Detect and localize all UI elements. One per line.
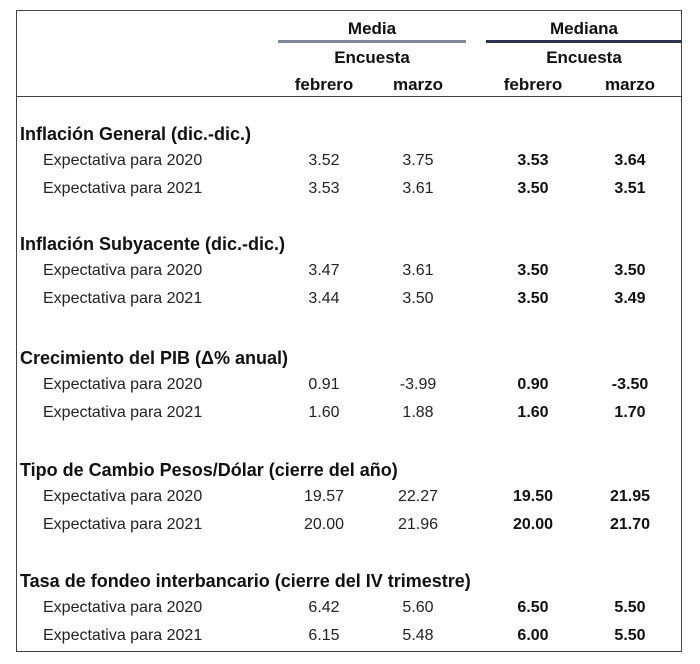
row-label: Expectativa para 2020 (43, 488, 203, 505)
mediana-value-cell: 3.50 (517, 262, 549, 279)
table-frame (16, 10, 682, 652)
media-value-cell: 3.50 (402, 290, 434, 307)
media-value-cell: 5.60 (402, 599, 434, 616)
media-value-cell: 3.53 (308, 180, 340, 197)
mediana-value-cell: 19.50 (512, 488, 554, 505)
media-value-cell: 5.48 (402, 627, 434, 644)
media-value-cell: 3.47 (308, 262, 340, 279)
column-header: febrero (294, 75, 354, 94)
mediana-value-cell: 3.64 (614, 152, 646, 169)
mediana-value-cell: 3.53 (517, 152, 549, 169)
media-value-cell: 3.44 (308, 290, 340, 307)
media-value-cell: 1.88 (402, 404, 434, 421)
mediana-value-cell: -3.50 (611, 376, 649, 393)
row-label: Expectativa para 2020 (43, 152, 203, 169)
media-value-cell: 19.57 (303, 488, 345, 505)
media-header: Media (347, 19, 397, 38)
mediana-value-cell: 20.00 (512, 516, 554, 533)
row-label: Expectativa para 2021 (43, 290, 203, 307)
media-value-cell: 6.15 (308, 627, 340, 644)
column-header: marzo (392, 75, 444, 94)
row-label: Expectativa para 2021 (43, 516, 203, 533)
mediana-value-cell: 3.50 (614, 262, 646, 279)
mediana-value-cell: 3.49 (614, 290, 646, 307)
media-value-cell: 3.61 (402, 262, 434, 279)
media-value-cell: 0.91 (308, 376, 340, 393)
column-header: marzo (604, 75, 656, 94)
header-separator (16, 96, 682, 97)
mediana-value-cell: 5.50 (614, 627, 646, 644)
mediana-value-cell: 3.50 (517, 180, 549, 197)
row-label: Expectativa para 2020 (43, 376, 203, 393)
media-value-cell: 20.00 (303, 516, 345, 533)
media-value-cell: 1.60 (308, 404, 340, 421)
row-label: Expectativa para 2021 (43, 627, 203, 644)
mediana-value-cell: 3.50 (517, 290, 549, 307)
media-value-cell: -3.99 (399, 376, 437, 393)
section-title: Inflación General (dic.-dic.) (20, 124, 252, 144)
row-label: Expectativa para 2020 (43, 599, 203, 616)
mediana-value-cell: 5.50 (614, 599, 646, 616)
mediana-header: Mediana (549, 19, 619, 38)
section-title: Crecimiento del PIB (Δ% anual) (20, 348, 288, 368)
mediana-value-cell: 3.51 (614, 180, 646, 197)
mediana-value-cell: 1.60 (517, 404, 549, 421)
mediana-value-cell: 1.70 (614, 404, 646, 421)
mediana-value-cell: 0.90 (517, 376, 549, 393)
mediana-subheader: Encuesta (546, 48, 622, 67)
media-value-cell: 21.96 (397, 516, 439, 533)
media-value-cell: 22.27 (397, 488, 439, 505)
section-title: Inflación Subyacente (dic.-dic.) (20, 234, 286, 254)
section-title: Tasa de fondeo interbancario (cierre del… (20, 571, 471, 591)
media-value-cell: 3.75 (402, 152, 434, 169)
row-label: Expectativa para 2020 (43, 262, 203, 279)
mediana-value-cell: 6.50 (517, 599, 549, 616)
column-header: febrero (503, 75, 563, 94)
media-subheader: Encuesta (334, 48, 410, 67)
mediana-value-cell: 21.70 (609, 516, 651, 533)
media-value-cell: 6.42 (308, 599, 340, 616)
section-title: Tipo de Cambio Pesos/Dólar (cierre del a… (20, 460, 398, 480)
media-value-cell: 3.61 (402, 180, 434, 197)
mediana-value-cell: 6.00 (517, 627, 549, 644)
row-label: Expectativa para 2021 (43, 404, 203, 421)
row-label: Expectativa para 2021 (43, 180, 203, 197)
media-value-cell: 3.52 (308, 152, 340, 169)
mediana-header-line (486, 40, 682, 43)
media-header-line (278, 40, 466, 43)
mediana-value-cell: 21.95 (609, 488, 651, 505)
